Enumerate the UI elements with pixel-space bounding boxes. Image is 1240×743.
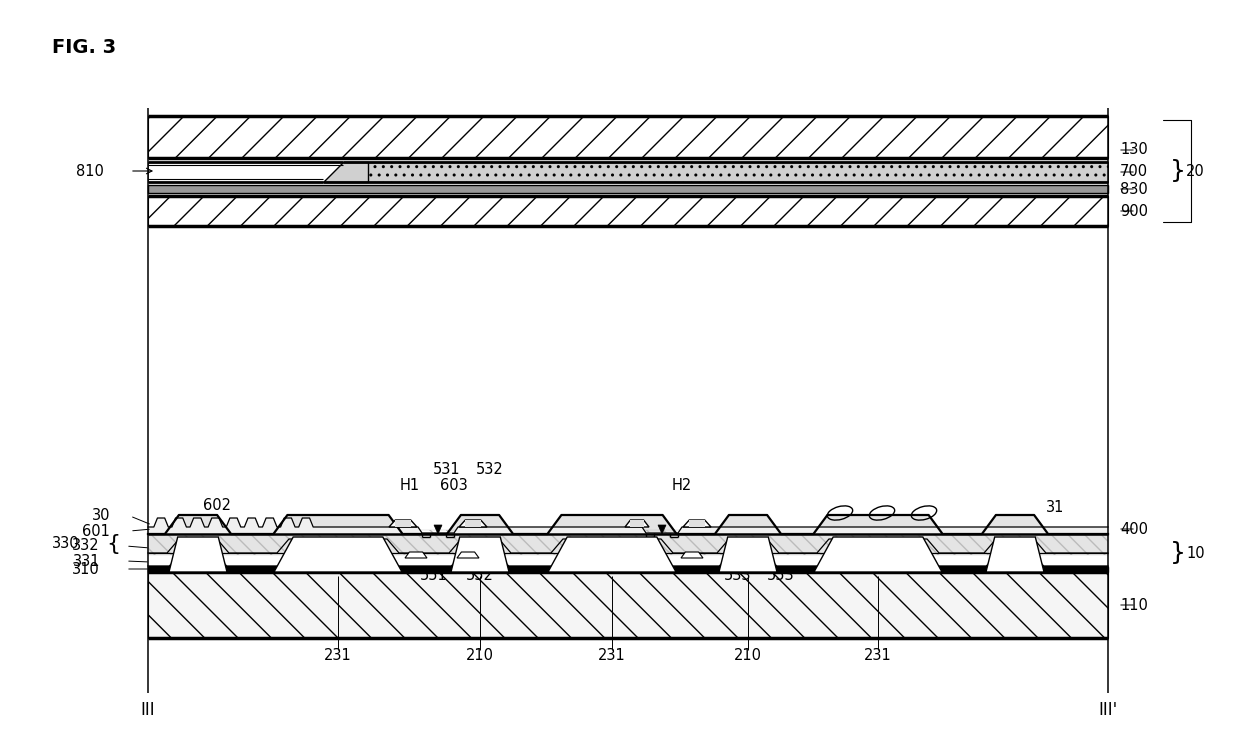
Text: 602: 602 xyxy=(203,498,231,513)
Bar xyxy=(148,196,1109,226)
Text: }: } xyxy=(1171,159,1185,183)
Polygon shape xyxy=(322,162,368,182)
Polygon shape xyxy=(274,537,402,572)
Polygon shape xyxy=(458,552,479,558)
Text: 310: 310 xyxy=(72,562,100,577)
Bar xyxy=(368,162,1109,182)
Text: 231: 231 xyxy=(324,649,352,663)
Text: 830: 830 xyxy=(1120,181,1148,196)
Text: 533: 533 xyxy=(724,568,751,583)
Text: 603: 603 xyxy=(440,478,467,493)
Polygon shape xyxy=(813,537,942,572)
Text: 231: 231 xyxy=(864,649,892,663)
Polygon shape xyxy=(434,525,441,534)
Text: III: III xyxy=(140,701,155,719)
Bar xyxy=(148,567,1109,572)
Text: FIG. 3: FIG. 3 xyxy=(52,38,117,57)
Text: 553: 553 xyxy=(768,568,795,583)
Bar xyxy=(148,572,1109,638)
Text: 900: 900 xyxy=(1120,204,1148,218)
Text: {: { xyxy=(105,533,120,554)
Polygon shape xyxy=(389,520,417,527)
Polygon shape xyxy=(681,552,703,558)
Bar xyxy=(465,520,481,527)
Bar xyxy=(148,162,1109,182)
Bar xyxy=(148,116,1109,158)
Bar xyxy=(689,520,704,527)
Text: 20: 20 xyxy=(1185,163,1205,178)
Text: 231: 231 xyxy=(598,649,626,663)
Text: H1: H1 xyxy=(401,478,420,493)
Text: 400: 400 xyxy=(1120,522,1148,536)
Bar xyxy=(148,185,1109,193)
Text: 551: 551 xyxy=(420,568,448,583)
Text: 30: 30 xyxy=(92,508,110,524)
Text: 331: 331 xyxy=(72,554,100,568)
Polygon shape xyxy=(719,537,777,572)
Text: 210: 210 xyxy=(734,649,763,663)
Polygon shape xyxy=(625,520,649,527)
Polygon shape xyxy=(986,537,1044,572)
Text: 810: 810 xyxy=(76,163,104,178)
Bar xyxy=(396,520,410,527)
Text: 531: 531 xyxy=(433,461,460,476)
Text: 130: 130 xyxy=(1120,143,1148,158)
Bar xyxy=(630,520,644,527)
Bar xyxy=(148,530,1109,555)
Polygon shape xyxy=(683,520,711,527)
Text: 601: 601 xyxy=(82,524,110,539)
Bar xyxy=(148,551,1109,568)
Text: 552: 552 xyxy=(466,568,494,583)
Text: 332: 332 xyxy=(72,539,100,554)
Text: 532: 532 xyxy=(476,461,503,476)
Polygon shape xyxy=(459,520,487,527)
Polygon shape xyxy=(658,525,666,534)
Text: 110: 110 xyxy=(1120,597,1148,612)
Text: }: } xyxy=(1171,541,1185,565)
Polygon shape xyxy=(405,552,427,558)
Polygon shape xyxy=(548,537,676,572)
Text: 31: 31 xyxy=(1047,499,1064,514)
Text: III': III' xyxy=(1099,701,1117,719)
Polygon shape xyxy=(169,537,227,572)
Text: 330: 330 xyxy=(52,536,81,551)
Text: H2: H2 xyxy=(672,478,692,493)
Polygon shape xyxy=(451,537,508,572)
Text: 10: 10 xyxy=(1185,545,1204,560)
Text: 700: 700 xyxy=(1120,164,1148,180)
Text: 210: 210 xyxy=(466,649,494,663)
